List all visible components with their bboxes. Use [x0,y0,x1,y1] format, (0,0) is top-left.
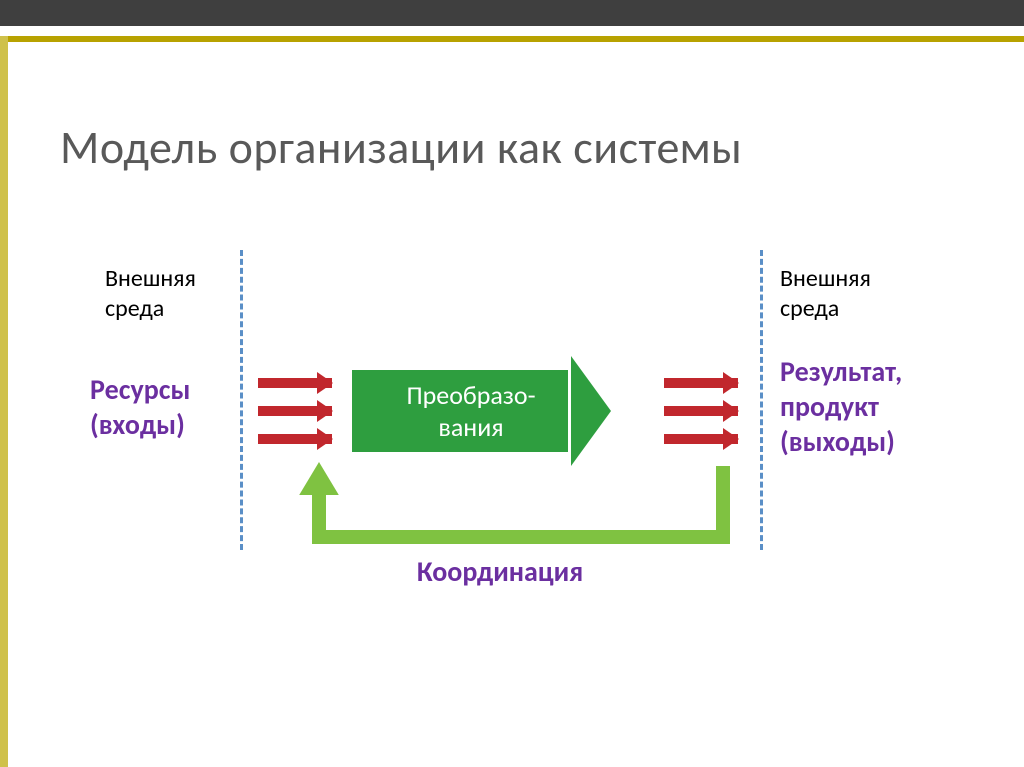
transform-block: Преобразо-вания [350,368,610,454]
flow-arrow [664,378,738,388]
flow-arrow [664,434,738,444]
input-label: Ресурсы(входы) [90,372,190,442]
boundary-right [760,250,763,550]
transform-label: Преобразо-вания [406,379,553,444]
flow-arrow [258,434,332,444]
diagram-canvas: Внешняясреда Внешняясреда Ресурсы(входы)… [0,0,1024,767]
output-label: Результат,продукт(выходы) [780,354,902,459]
flow-arrow [258,406,332,416]
coordination-label: Координация [350,554,650,589]
boundary-left [240,250,243,550]
transform-block-head [571,356,611,466]
flow-arrow [664,406,738,416]
env-label-right: Внешняясреда [780,264,871,324]
flow-arrow [258,378,332,388]
env-label-left: Внешняясреда [105,264,196,324]
